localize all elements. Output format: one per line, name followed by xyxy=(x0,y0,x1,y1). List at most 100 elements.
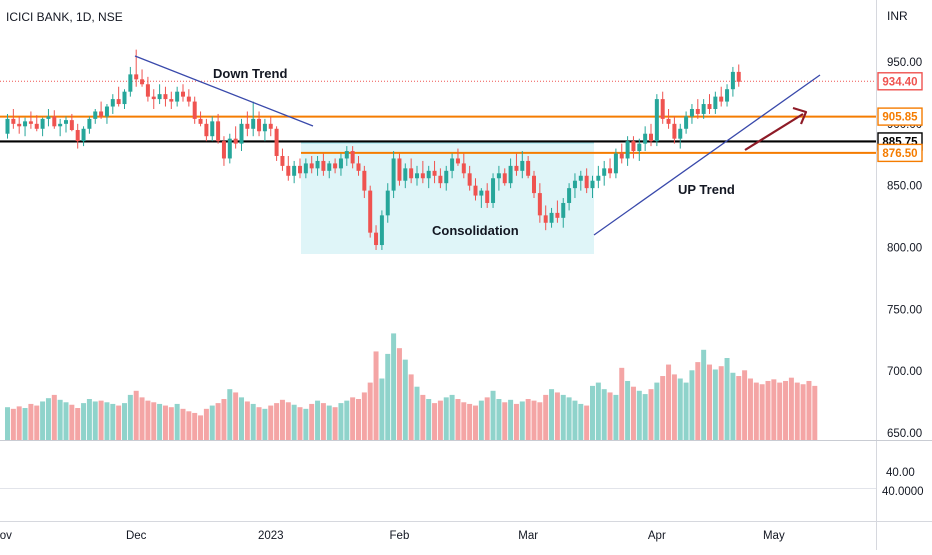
candle xyxy=(438,168,443,189)
volume-bar xyxy=(502,402,508,440)
candle xyxy=(210,116,215,142)
price-axis-label: 950.00 xyxy=(887,57,922,69)
breakout-arrow xyxy=(744,106,808,151)
volume-bar xyxy=(788,377,794,440)
volume-bar xyxy=(385,353,391,440)
price-tag-orange: 876.50 xyxy=(877,143,923,163)
candle xyxy=(64,116,68,133)
volume-bar xyxy=(5,407,10,440)
volume-bar xyxy=(10,408,16,440)
volume-bar xyxy=(607,392,613,440)
consolidation-label: Consolidation xyxy=(432,223,519,238)
price-axis-label: 750.00 xyxy=(887,304,922,316)
price-axis-label: 850.00 xyxy=(887,181,922,193)
volume-bar xyxy=(244,401,250,440)
volume-bar xyxy=(443,397,449,440)
time-axis-label: Feb xyxy=(390,530,410,542)
volume-bar xyxy=(98,400,104,440)
candle xyxy=(46,108,51,127)
volume-bar xyxy=(174,403,180,440)
volume-bar xyxy=(127,394,133,440)
volume-bar xyxy=(508,399,514,440)
volume-bar xyxy=(671,374,677,440)
volume-bar xyxy=(683,382,689,440)
volume-bar xyxy=(203,408,209,440)
svg-text:876.50: 876.50 xyxy=(882,148,917,160)
volume-bar xyxy=(572,400,578,440)
volume-bar xyxy=(332,407,338,440)
volume-bar xyxy=(648,389,654,440)
candle xyxy=(608,158,613,179)
candle xyxy=(695,99,700,119)
volume-bar xyxy=(198,415,204,440)
up-trend-line[interactable] xyxy=(593,74,821,236)
candle xyxy=(514,153,519,176)
time-axis-label: Apr xyxy=(648,530,666,542)
volume-bar xyxy=(233,392,239,440)
volume-bar xyxy=(192,412,198,440)
volume-bar xyxy=(554,392,560,440)
volume-bar xyxy=(677,378,683,440)
volume-bar xyxy=(771,379,777,440)
volume-bar xyxy=(800,384,806,440)
volume-bar xyxy=(759,384,765,440)
volume-bar xyxy=(86,399,92,440)
volume-bar xyxy=(297,407,303,440)
volume-bar xyxy=(309,403,315,440)
volume-bar xyxy=(367,382,373,440)
volume-bar xyxy=(180,408,186,440)
volume-bar xyxy=(279,399,285,440)
candle xyxy=(473,178,478,201)
candle xyxy=(625,136,630,166)
volume-bar xyxy=(145,400,151,440)
price-axis-label: 650.00 xyxy=(887,428,922,440)
time-axis-label: Nov xyxy=(0,530,12,542)
volume-bar xyxy=(689,370,695,440)
candle xyxy=(239,118,244,152)
candle xyxy=(181,84,185,102)
volume-bar xyxy=(724,358,730,440)
volume-bar xyxy=(701,349,707,440)
volume-bar xyxy=(636,390,642,440)
symbol-title[interactable]: ICICI BANK, 1D, NSE xyxy=(6,10,123,24)
candle xyxy=(637,138,642,161)
candle xyxy=(736,64,741,87)
time-axis-label: Dec xyxy=(126,530,147,542)
volume-bar xyxy=(391,333,397,440)
candle xyxy=(701,99,706,119)
volume-axis-label: 40.00 xyxy=(886,467,915,479)
volume-bar xyxy=(356,399,361,440)
volume-bar xyxy=(630,386,636,440)
volume-bar xyxy=(250,403,256,440)
candle xyxy=(233,126,238,149)
volume-bar xyxy=(707,364,712,440)
candle xyxy=(327,160,332,179)
price-tag-orange: 905.85 xyxy=(877,107,923,126)
candle xyxy=(134,49,139,87)
volume-bar xyxy=(455,399,461,440)
volume-bar xyxy=(765,380,771,440)
candle xyxy=(502,168,507,186)
volume-bar xyxy=(285,402,291,440)
candle xyxy=(719,86,724,107)
candle xyxy=(350,146,355,169)
price-axis-label: 700.00 xyxy=(887,366,922,378)
volume-bar xyxy=(461,402,467,440)
candle xyxy=(532,170,536,199)
volume-bar xyxy=(490,390,496,440)
candle xyxy=(93,108,98,124)
candle xyxy=(40,117,45,137)
volume-bar xyxy=(777,382,783,440)
candle xyxy=(631,136,636,159)
candle xyxy=(69,113,74,132)
candle xyxy=(245,111,250,137)
down-trend-line[interactable] xyxy=(134,55,314,127)
candle xyxy=(292,160,297,184)
candle xyxy=(596,165,601,189)
candle xyxy=(274,126,279,161)
candle xyxy=(309,155,314,174)
currency-label: INR xyxy=(887,9,908,23)
candle xyxy=(333,158,338,174)
volume-bar xyxy=(473,405,478,440)
